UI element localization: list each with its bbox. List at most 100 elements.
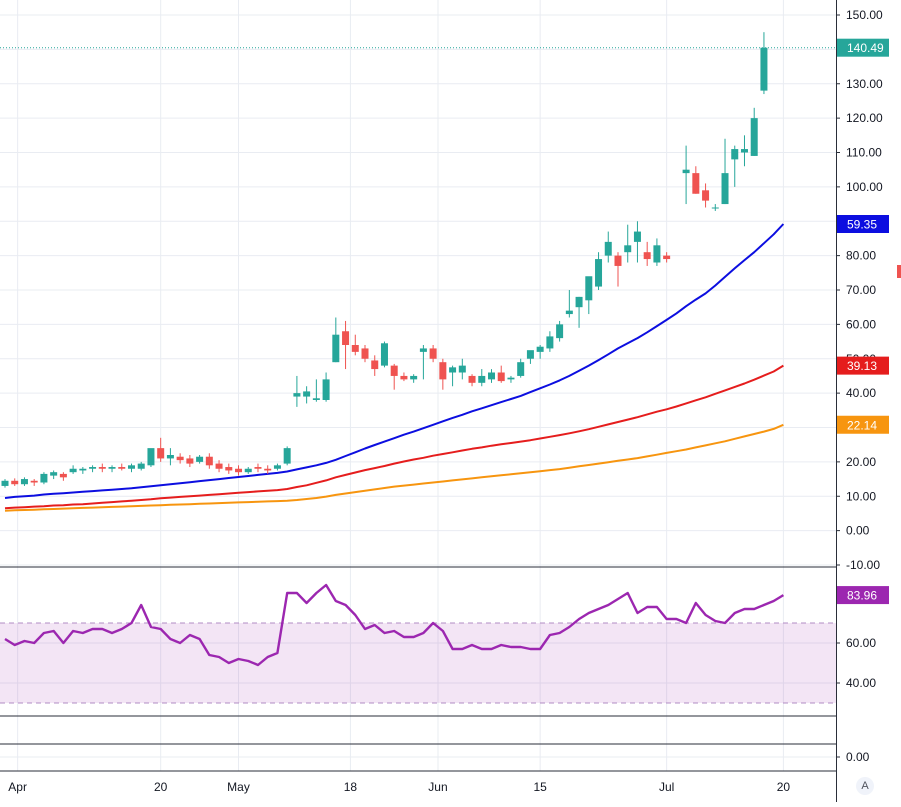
candle-body — [517, 362, 525, 376]
x-tick-label: 18 — [344, 780, 358, 794]
moving-average-line — [4, 223, 785, 499]
auto-scale-button[interactable]: A — [856, 777, 874, 795]
candle-body — [1, 480, 9, 486]
y-tick-label: 10.00 — [846, 489, 876, 503]
y-tick-label: 120.00 — [846, 111, 883, 125]
x-tick-label: 20 — [777, 780, 791, 794]
y-tick-label: 0.00 — [846, 750, 870, 764]
y-tick-label: 130.00 — [846, 77, 883, 91]
candle-body — [400, 375, 408, 380]
x-tick-label: 20 — [154, 780, 168, 794]
x-tick-label: 15 — [533, 780, 547, 794]
y-tick-label: 40.00 — [846, 386, 876, 400]
ma-value-badge-bg — [837, 215, 889, 233]
candle-body — [244, 468, 252, 473]
candle-body — [225, 467, 233, 471]
candle-body — [283, 448, 291, 464]
candle-body — [614, 255, 622, 266]
x-tick-label: May — [227, 780, 250, 794]
candle-body — [468, 375, 476, 383]
candle-body — [254, 467, 262, 469]
y-tick-label: 70.00 — [846, 283, 876, 297]
candle-body — [702, 190, 710, 201]
candle-body — [624, 245, 632, 253]
candle-body — [643, 252, 651, 260]
candle-body — [497, 372, 505, 382]
candle-body — [127, 465, 135, 469]
candle-body — [595, 259, 603, 287]
ma-value-badge-bg — [837, 356, 889, 375]
candle-body — [273, 465, 281, 469]
candle-body — [30, 480, 38, 483]
candle-body — [711, 207, 719, 209]
candle-body — [50, 472, 58, 476]
candle-body — [390, 365, 398, 376]
candle-body — [760, 47, 768, 91]
candle-body — [108, 467, 116, 469]
rsi-line — [4, 583, 785, 667]
y-tick-label: 40.00 — [846, 676, 876, 690]
y-tick-label: 150.00 — [846, 8, 883, 22]
y-tick-label: 110.00 — [846, 146, 882, 160]
candle-body — [546, 336, 554, 349]
candle-body — [692, 173, 700, 194]
ma-value-badge-text: 59.35 — [847, 218, 877, 232]
candle-body — [89, 467, 97, 469]
candle-body — [11, 480, 19, 485]
candle-body — [410, 375, 418, 380]
candle-body — [69, 468, 77, 473]
candle-body — [458, 365, 466, 373]
candle-body — [59, 473, 67, 478]
time-axis: Apr 20 May 18 Jun 15 Jul 20 — [8, 780, 790, 794]
candle-body — [186, 458, 194, 464]
candle-body — [604, 241, 612, 256]
candle-body — [449, 367, 457, 373]
candle-body — [157, 448, 165, 459]
candle-body — [40, 473, 48, 483]
candle-body — [439, 362, 447, 380]
candle-body — [98, 467, 106, 469]
candle-body — [633, 231, 641, 242]
candle-body — [653, 245, 661, 263]
candle-body — [585, 276, 593, 301]
candle-body — [731, 149, 739, 160]
candle-body — [478, 375, 486, 383]
candle-body — [235, 468, 243, 473]
moving-average-line — [4, 364, 784, 510]
candle-body — [166, 455, 174, 459]
candle-body — [176, 456, 184, 461]
grid-lines — [0, 0, 836, 771]
ma-value-badge-text: 22.14 — [847, 418, 877, 432]
candle-body — [507, 377, 515, 380]
last-price-badge-text: 140.49 — [847, 41, 884, 55]
y-tick-label: 60.00 — [846, 317, 876, 331]
ma-value-badge: 39.13 — [837, 356, 889, 375]
candle-body — [682, 169, 690, 174]
right-edge-marker — [897, 265, 901, 278]
rsi-value-badge-bg — [837, 586, 889, 605]
candle-body — [371, 360, 379, 370]
candle-body — [293, 393, 301, 397]
x-tick-label: Apr — [8, 780, 27, 794]
y-tick-label: 0.00 — [846, 524, 870, 538]
candle-body — [740, 149, 748, 153]
candle-body — [721, 173, 729, 205]
candle-body — [526, 350, 534, 359]
candle-body — [361, 348, 369, 359]
candle-body — [215, 463, 223, 469]
candle-body — [380, 343, 388, 366]
candle-body — [342, 331, 350, 345]
ma-value-badge-bg — [837, 415, 889, 434]
y-tick-label: 100.00 — [846, 180, 883, 194]
candle-body — [322, 379, 330, 400]
candles — [1, 32, 768, 488]
candle-body — [419, 348, 427, 352]
x-tick-label: Jun — [428, 780, 447, 794]
candle-body — [264, 468, 272, 471]
candle-body — [565, 310, 573, 315]
candle-body — [205, 456, 213, 466]
candle-body — [750, 118, 758, 156]
candle-body — [575, 296, 583, 308]
